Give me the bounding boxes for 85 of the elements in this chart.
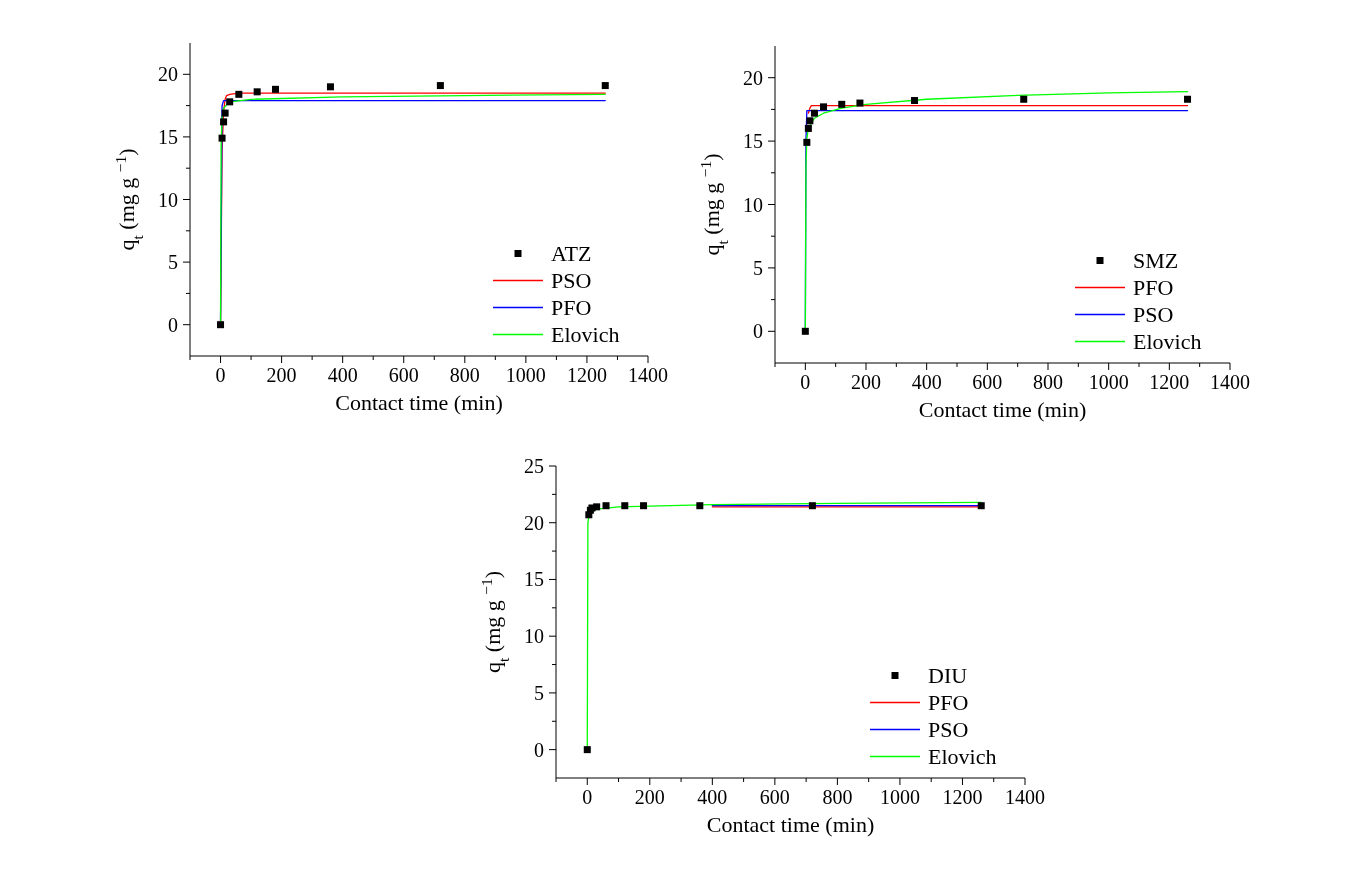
x-tick-label: 1000 bbox=[1088, 371, 1129, 393]
x-tick-label: 0 bbox=[215, 364, 226, 386]
x-tick-label: 1200 bbox=[566, 364, 607, 386]
point bbox=[696, 502, 704, 510]
point bbox=[806, 117, 814, 125]
point bbox=[621, 502, 629, 510]
x-tick-label: 1400 bbox=[1005, 786, 1045, 808]
y-tick-label: 25 bbox=[524, 455, 544, 477]
point bbox=[601, 82, 609, 90]
point bbox=[271, 85, 279, 93]
y-tick-label: 20 bbox=[158, 63, 178, 86]
legend-label: DIU bbox=[928, 663, 968, 689]
point bbox=[235, 90, 243, 98]
y-tick-label: 0 bbox=[168, 313, 178, 336]
x-tick-label: 400 bbox=[327, 364, 358, 386]
point bbox=[838, 100, 846, 108]
point bbox=[801, 327, 809, 335]
x-tick-label: 1400 bbox=[1210, 371, 1250, 393]
y-tick-label: 0 bbox=[534, 738, 544, 761]
point bbox=[226, 98, 234, 106]
legend-label: ATZ bbox=[551, 241, 592, 267]
x-tick-label: 0 bbox=[582, 786, 593, 808]
x-tick-label: 400 bbox=[697, 786, 728, 808]
point bbox=[583, 746, 591, 754]
x-axis-title: Contact time (min) bbox=[918, 397, 1087, 422]
point bbox=[593, 503, 601, 511]
y-tick-label: 5 bbox=[534, 681, 544, 704]
point bbox=[640, 502, 648, 510]
x-tick-label: 800 bbox=[1033, 371, 1063, 393]
legend-label: PSO bbox=[551, 268, 592, 294]
y-tick-label: 10 bbox=[743, 193, 763, 216]
point bbox=[820, 103, 828, 111]
point bbox=[808, 502, 816, 510]
x-axis-title: Contact time (min) bbox=[335, 390, 503, 415]
point bbox=[803, 138, 811, 146]
point bbox=[326, 83, 334, 91]
point bbox=[436, 82, 444, 90]
legend-label: Elovich bbox=[1133, 329, 1202, 355]
y-tick-label: 10 bbox=[158, 188, 178, 211]
y-tick-label: 15 bbox=[524, 568, 544, 591]
y-tick-label: 10 bbox=[524, 625, 544, 648]
x-tick-label: 1000 bbox=[505, 364, 546, 386]
legend-label: PSO bbox=[1133, 302, 1174, 328]
x-tick-label: 600 bbox=[759, 786, 790, 808]
legend-label: PFO bbox=[928, 690, 969, 716]
point bbox=[1020, 95, 1028, 103]
x-tick-label: 400 bbox=[911, 371, 942, 393]
point bbox=[217, 321, 225, 329]
x-tick-label: 1400 bbox=[628, 364, 668, 386]
point bbox=[810, 109, 818, 117]
point bbox=[220, 118, 228, 126]
legend-label: PFO bbox=[551, 295, 592, 321]
legend-label: PSO bbox=[928, 717, 969, 743]
x-tick-label: 800 bbox=[449, 364, 480, 386]
point bbox=[1184, 95, 1192, 103]
y-tick-label: 5 bbox=[753, 256, 763, 279]
y-tick-label: 15 bbox=[743, 130, 763, 153]
x-tick-label: 800 bbox=[822, 786, 853, 808]
x-tick-label: 200 bbox=[266, 364, 297, 386]
point bbox=[221, 109, 229, 117]
x-tick-label: 200 bbox=[634, 786, 665, 808]
x-tick-label: 0 bbox=[800, 371, 811, 393]
point bbox=[253, 88, 261, 96]
y-tick-label: 0 bbox=[753, 320, 763, 343]
y-tick-label: 15 bbox=[158, 125, 178, 148]
x-tick-label: 600 bbox=[388, 364, 419, 386]
y-tick-label: 20 bbox=[743, 66, 763, 89]
legend-label: Elovich bbox=[551, 322, 620, 348]
point bbox=[218, 134, 226, 142]
x-tick-label: 1000 bbox=[879, 786, 920, 808]
x-tick-label: 200 bbox=[851, 371, 881, 393]
point bbox=[977, 502, 985, 510]
point bbox=[911, 97, 919, 105]
x-axis-title: Contact time (min) bbox=[706, 812, 875, 837]
point bbox=[602, 502, 610, 510]
legend-label: SMZ bbox=[1133, 248, 1179, 274]
point bbox=[856, 99, 864, 107]
point bbox=[804, 124, 812, 132]
y-tick-label: 20 bbox=[524, 511, 544, 534]
x-tick-label: 600 bbox=[972, 371, 1003, 393]
x-tick-label: 1200 bbox=[942, 786, 983, 808]
y-tick-label: 5 bbox=[168, 251, 178, 274]
legend-label: Elovich bbox=[928, 744, 997, 770]
legend-label: PFO bbox=[1133, 275, 1174, 301]
x-tick-label: 1200 bbox=[1149, 371, 1190, 393]
